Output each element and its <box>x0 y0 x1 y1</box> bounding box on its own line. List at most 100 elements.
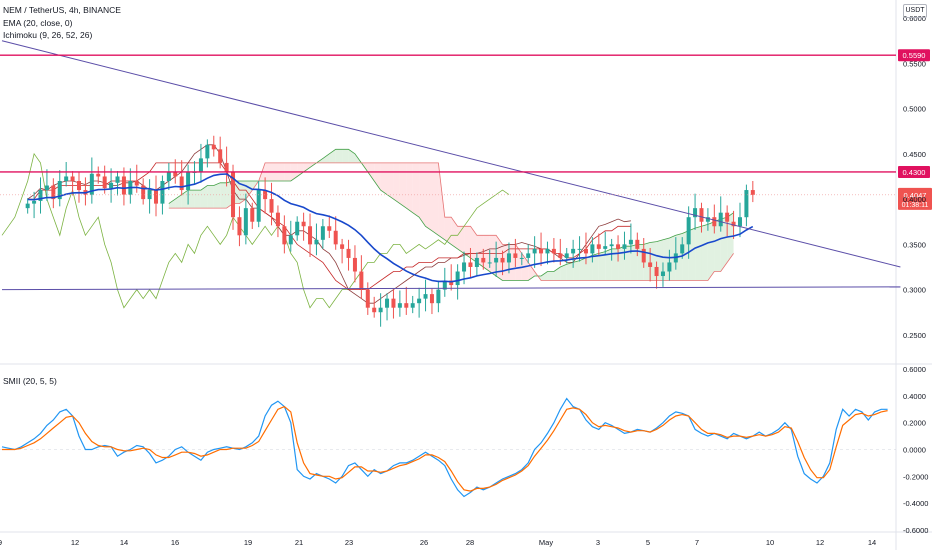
last-price-label: 0.4047 <box>904 191 927 200</box>
ichimoku-cloud-segment <box>342 149 349 163</box>
ichimoku-cloud-segment <box>425 162 432 231</box>
ema-legend[interactable]: EMA (20, close, 0) <box>3 18 73 28</box>
time-tick-label: 7 <box>695 538 699 547</box>
price-level-label: 0.4300 <box>903 168 926 177</box>
candle-body <box>462 262 467 272</box>
time-tick-label: 5 <box>646 538 650 547</box>
ichimoku-cloud-segment <box>207 185 214 209</box>
tenkan-line <box>27 144 631 304</box>
candle-body <box>96 173 101 177</box>
candle-body <box>628 239 633 245</box>
candle-body <box>70 176 75 181</box>
candle-body <box>385 298 390 308</box>
ichimoku-cloud-segment <box>560 264 567 281</box>
kijun-line <box>27 162 631 291</box>
candle-body <box>327 226 332 231</box>
ichimoku-cloud-segment <box>714 219 721 272</box>
candle-body <box>333 230 338 245</box>
candle-body <box>288 235 293 245</box>
candle-body <box>564 253 569 258</box>
price-tick-label: 0.5000 <box>903 105 926 114</box>
ichimoku-cloud-segment <box>508 244 516 281</box>
ichimoku-cloud-segment <box>387 162 394 200</box>
ichimoku-cloud-segment <box>630 244 638 281</box>
time-tick-label: 12 <box>71 538 79 547</box>
price-tick-label: 0.4500 <box>903 150 926 159</box>
candle-body <box>352 257 357 272</box>
candle-body <box>372 307 377 313</box>
candle-body <box>436 289 441 304</box>
candle-body <box>32 200 37 204</box>
senkou-b-line <box>168 162 734 281</box>
price-level-badge <box>898 165 930 178</box>
candle-body <box>571 248 576 254</box>
candle-body <box>583 248 588 254</box>
trendline <box>1 286 901 291</box>
candle-body <box>404 303 409 308</box>
candle-body <box>198 158 203 172</box>
price-tick-label: 0.3000 <box>903 286 926 295</box>
symbol-legend[interactable]: NEM / TetherUS, 4h, BINANCE <box>3 5 121 15</box>
candle-body <box>205 144 210 159</box>
smii-tick-label: -0.4000 <box>903 499 928 508</box>
ichimoku-cloud-segment <box>464 226 471 258</box>
candle-body <box>680 244 685 254</box>
candle-body <box>737 217 742 227</box>
ichimoku-cloud-segment <box>393 162 400 204</box>
time-tick-label: 28 <box>466 538 474 547</box>
candle-body <box>539 248 544 254</box>
time-tick-label: 19 <box>244 538 252 547</box>
candle-body <box>173 171 178 177</box>
candle-body <box>693 208 698 218</box>
candle-body <box>635 239 640 249</box>
smii-signal-line <box>2 405 888 492</box>
ichimoku-cloud-segment <box>598 251 606 281</box>
last-price-badge <box>898 187 932 210</box>
candle-body <box>519 257 524 259</box>
candle-body <box>211 144 216 150</box>
candle-body <box>224 162 229 172</box>
candle-body <box>558 253 563 258</box>
time-tick-label: 3 <box>596 538 600 547</box>
candle-body <box>263 190 268 200</box>
currency-badge[interactable]: USDT <box>903 4 927 18</box>
candle-body <box>731 221 736 227</box>
ichimoku-cloud-segment <box>348 149 355 163</box>
candle-body <box>166 171 171 181</box>
candle-body <box>25 203 30 209</box>
senkou-a-line <box>168 148 734 281</box>
ichimoku-cloud-segment <box>701 224 708 281</box>
ichimoku-legend[interactable]: Ichimoku (9, 26, 52, 26) <box>3 30 93 40</box>
ichimoku-cloud-segment <box>541 271 548 281</box>
ichimoku-cloud-segment <box>431 162 439 236</box>
candle-body <box>109 182 114 189</box>
ichimoku-cloud-segment <box>188 190 195 209</box>
candle-body <box>616 244 621 249</box>
ichimoku-cloud-segment <box>566 262 574 281</box>
candle-body <box>134 181 139 186</box>
time-tick-label: 21 <box>295 538 303 547</box>
candle-body <box>121 176 126 195</box>
candle-body <box>256 190 261 222</box>
smii-tick-label: -0.6000 <box>903 526 928 535</box>
candle-body <box>725 212 730 222</box>
ichimoku-cloud-segment <box>200 185 208 209</box>
ichimoku-cloud-segment <box>611 248 619 281</box>
price-tick-label: 0.6000 <box>903 14 926 23</box>
smii-tick-label: 0.4000 <box>903 392 926 401</box>
ichimoku-cloud-segment <box>618 246 625 281</box>
ichimoku-cloud-segment <box>528 262 535 281</box>
candle-body <box>500 257 505 263</box>
smii-legend[interactable]: SMII (20, 5, 5) <box>3 376 57 386</box>
ichimoku-cloud-segment <box>515 244 522 281</box>
price-tick-label: 0.4000 <box>903 195 926 204</box>
candle-body <box>154 190 159 204</box>
candle-body <box>44 185 49 191</box>
candle-body <box>641 248 646 263</box>
candle-body <box>487 262 492 264</box>
candle-body <box>417 298 422 304</box>
time-tick-label: 23 <box>345 538 353 547</box>
candle-body <box>494 257 499 263</box>
ichimoku-cloud-segment <box>399 162 407 209</box>
